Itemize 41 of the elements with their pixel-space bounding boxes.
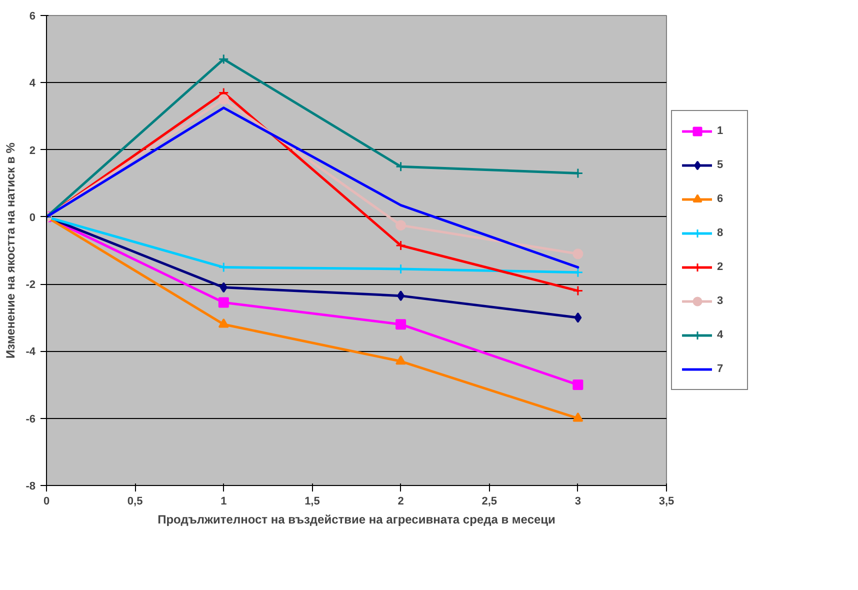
y-tick-label: 6 bbox=[29, 10, 36, 22]
x-tick-label: 2 bbox=[398, 496, 404, 508]
y-tick-label: -6 bbox=[26, 413, 36, 426]
x-tick-label: 2,5 bbox=[482, 496, 498, 508]
x-tick-label: 3,5 bbox=[658, 496, 674, 508]
point bbox=[218, 297, 229, 308]
point bbox=[572, 248, 584, 260]
legend-label: 4 bbox=[717, 329, 724, 341]
legend-label: 7 bbox=[717, 363, 724, 375]
x-axis-title: Продължителност на въздействие на агресивната среда в месеци bbox=[158, 512, 556, 526]
point bbox=[396, 355, 406, 365]
point bbox=[397, 290, 405, 302]
x-tick-label: 0 bbox=[43, 496, 50, 508]
y-tick-label: 4 bbox=[29, 78, 36, 90]
x-tick-label: 3 bbox=[574, 496, 581, 508]
point bbox=[396, 240, 406, 251]
point bbox=[572, 380, 584, 390]
y-tick-label: -8 bbox=[26, 480, 36, 492]
point bbox=[218, 94, 229, 105]
point bbox=[572, 412, 584, 422]
point bbox=[220, 282, 228, 293]
x-tick-label: 1 bbox=[220, 496, 227, 508]
y-tick-label: -2 bbox=[26, 279, 36, 292]
point bbox=[396, 319, 406, 330]
x-tick-label: 1,5 bbox=[304, 496, 320, 508]
legend-label: 3 bbox=[717, 295, 724, 307]
y-tick-label: 0 bbox=[29, 212, 36, 224]
point bbox=[218, 54, 229, 64]
y-tick-label: -4 bbox=[26, 346, 36, 358]
x-tick-label: 0,5 bbox=[127, 496, 143, 508]
legend-label: 1 bbox=[717, 125, 724, 137]
point bbox=[572, 286, 584, 296]
legend-label: 5 bbox=[717, 159, 724, 171]
point bbox=[218, 318, 229, 328]
legend-label: 2 bbox=[717, 261, 724, 273]
point bbox=[396, 220, 406, 231]
y-axis-title: Изменение на якостта на натиск в % bbox=[4, 142, 18, 358]
legend-label: 8 bbox=[717, 227, 724, 239]
legend-label: 6 bbox=[717, 193, 724, 205]
point bbox=[574, 312, 582, 323]
y-tick-label: 2 bbox=[29, 144, 36, 157]
